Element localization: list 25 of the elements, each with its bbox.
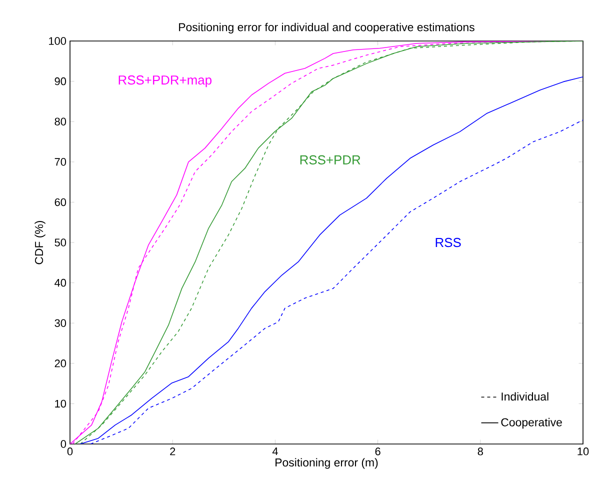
y-tick-label: 100 [49, 37, 66, 45]
y-tick-label: 40 [54, 278, 66, 287]
text: RSS+PDR [300, 155, 360, 164]
x-tick-label: 0 [67, 448, 73, 456]
chart-title: Positioning error for individual and cooperative estimations [179, 22, 474, 34]
x-tick-label: 8 [478, 448, 483, 456]
y-tick-label: 50 [54, 238, 66, 246]
y-tick-label: 30 [54, 319, 66, 327]
x-tick-label: 2 [170, 448, 176, 456]
x-tick-label: 10 [578, 448, 589, 456]
y-tick-label: 60 [54, 198, 66, 206]
y-tick-label: 80 [54, 118, 66, 126]
y-tick-label: 70 [54, 158, 66, 166]
y-tick-label: 90 [54, 77, 66, 86]
legend-label: Individual [502, 392, 548, 401]
y-tick-label: 0 [60, 440, 66, 448]
y-tick-label: 10 [55, 400, 66, 408]
y-axis-title: CDF (%) [34, 220, 46, 264]
text: RSS [436, 238, 461, 248]
x-axis-title: Positioning error (m) [276, 458, 378, 469]
y-tick-label: 20 [54, 360, 66, 368]
x-tick-label: 4 [272, 448, 278, 456]
x-tick-label: 6 [375, 448, 380, 456]
text: RSS+PDR+map [118, 75, 212, 88]
legend-label: Cooperative [501, 418, 562, 429]
